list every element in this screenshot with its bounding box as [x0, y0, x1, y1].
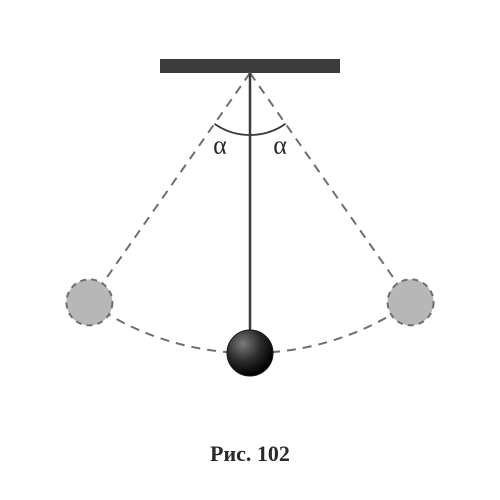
left-bob — [66, 279, 112, 325]
right-bob — [388, 279, 434, 325]
pendulum-svg: αα — [50, 33, 450, 433]
angle-label-left: α — [213, 130, 227, 159]
figure-container: αα Рис. 102 — [0, 0, 500, 500]
right-string — [250, 73, 411, 302]
center-bob — [227, 330, 273, 376]
support-bar — [160, 59, 340, 73]
left-string — [89, 73, 250, 302]
angle-label-right: α — [273, 130, 287, 159]
pendulum-diagram: αα — [50, 33, 450, 433]
figure-caption: Рис. 102 — [210, 441, 290, 467]
